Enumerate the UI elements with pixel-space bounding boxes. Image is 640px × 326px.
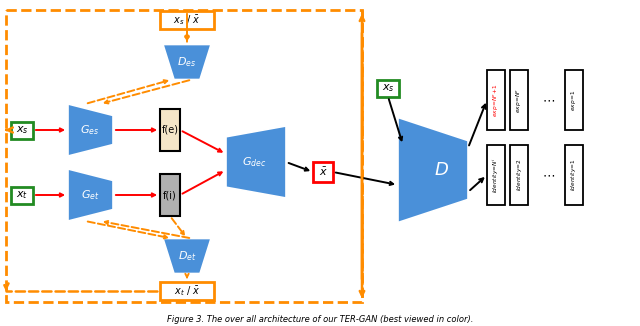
Polygon shape [163,45,211,80]
FancyBboxPatch shape [160,109,180,151]
FancyBboxPatch shape [565,145,583,205]
FancyBboxPatch shape [510,145,528,205]
Text: $D_{es}$: $D_{es}$ [177,55,196,69]
FancyBboxPatch shape [11,122,33,139]
Text: f(e): f(e) [161,125,179,135]
Text: $D$: $D$ [435,161,449,179]
Text: $x_t$: $x_t$ [16,189,28,201]
Text: $x_t\ /\ \bar{x}$: $x_t\ /\ \bar{x}$ [174,284,200,298]
Text: $D_{et}$: $D_{et}$ [178,249,196,263]
Text: $x_s\ /\ \bar{x}$: $x_s\ /\ \bar{x}$ [173,13,201,27]
Text: $Identity\!=\!N^i$: $Identity\!=\!N^i$ [491,157,501,193]
Text: $G_{es}$: $G_{es}$ [81,123,100,137]
FancyBboxPatch shape [487,70,505,130]
FancyBboxPatch shape [565,70,583,130]
FancyBboxPatch shape [487,145,505,205]
Polygon shape [398,117,468,223]
Polygon shape [68,104,113,156]
Text: $x_s$: $x_s$ [15,124,28,136]
FancyBboxPatch shape [11,186,33,203]
Text: Figure 3. The over all architecture of our TER-GAN (best viewed in color).: Figure 3. The over all architecture of o… [167,316,473,324]
Text: $Identity\!=\!1$: $Identity\!=\!1$ [570,158,579,191]
Text: $exp\!=\!1$: $exp\!=\!1$ [570,89,579,111]
Text: $x_s$: $x_s$ [381,82,394,94]
Polygon shape [226,126,286,198]
FancyBboxPatch shape [160,11,214,29]
Text: $G_{dec}$: $G_{dec}$ [242,155,266,169]
Text: $\cdots$: $\cdots$ [543,94,556,107]
FancyBboxPatch shape [377,80,399,96]
Polygon shape [68,169,113,221]
Text: $Identity\!=\!2$: $Identity\!=\!2$ [515,158,524,191]
FancyBboxPatch shape [160,282,214,300]
Polygon shape [163,239,211,274]
Text: $exp\!=\!N^e$: $exp\!=\!N^e$ [515,87,524,112]
Text: $\cdots$: $\cdots$ [543,169,556,182]
FancyBboxPatch shape [313,162,333,182]
FancyBboxPatch shape [160,174,180,216]
Text: f(i): f(i) [163,190,177,200]
Text: $\bar{x}$: $\bar{x}$ [319,166,328,178]
Text: $exp\!=\!N^e\!+\!1$: $exp\!=\!N^e\!+\!1$ [492,83,500,117]
Text: $G_{et}$: $G_{et}$ [81,188,99,202]
FancyBboxPatch shape [510,70,528,130]
